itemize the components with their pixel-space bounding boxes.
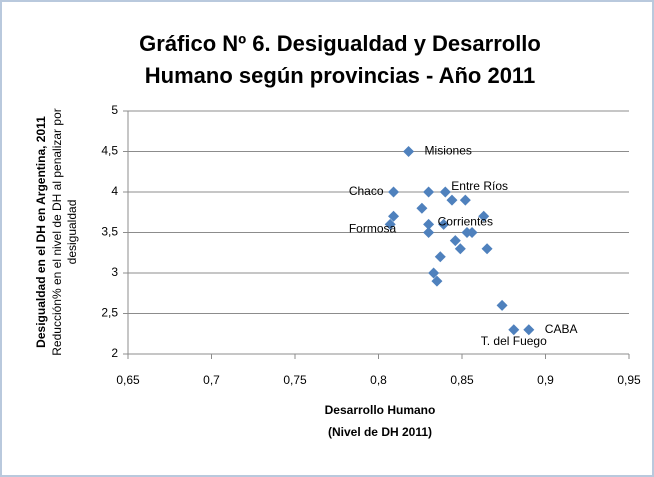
point-label: Entre Ríos bbox=[451, 179, 508, 193]
point-label: CABA bbox=[545, 322, 578, 336]
point bbox=[449, 235, 461, 247]
point bbox=[439, 186, 451, 198]
y-tick-label: 4 bbox=[111, 184, 118, 198]
point-label: Chaco bbox=[349, 184, 384, 198]
point bbox=[523, 324, 535, 336]
point bbox=[423, 227, 435, 238]
x-tick-label: 0,85 bbox=[450, 373, 474, 387]
point bbox=[478, 210, 490, 222]
point bbox=[438, 218, 450, 230]
point-label: T. del Fuego bbox=[481, 334, 547, 348]
x-tick-label: 0,75 bbox=[283, 373, 307, 387]
point bbox=[459, 194, 471, 206]
point bbox=[446, 194, 458, 206]
point bbox=[428, 267, 440, 279]
point bbox=[416, 202, 428, 214]
x-tick-label: 0,8 bbox=[370, 373, 387, 387]
y-axis-title: Reducción% en el nivel de DH al penaliza… bbox=[50, 108, 64, 355]
x-axis-title: (Nivel de DH 2011) bbox=[328, 425, 432, 439]
y-axis-title: desigualdad bbox=[65, 200, 79, 265]
point bbox=[403, 146, 415, 157]
y-tick-label: 5 bbox=[111, 103, 118, 117]
y-tick-label: 4,5 bbox=[101, 144, 118, 158]
point bbox=[431, 275, 443, 287]
y-tick-label: 3 bbox=[111, 265, 118, 279]
point-label: Misiones bbox=[425, 144, 472, 158]
point bbox=[454, 243, 466, 255]
point bbox=[466, 227, 478, 238]
y-axis-title: Desigualdad en el DH en Argentina, 2011 bbox=[34, 116, 48, 348]
point bbox=[388, 186, 400, 198]
point-label: Formosa bbox=[349, 222, 397, 236]
point bbox=[423, 186, 435, 198]
x-tick-label: 0,65 bbox=[116, 373, 140, 387]
point bbox=[481, 243, 493, 255]
y-tick-label: 2 bbox=[111, 346, 118, 360]
x-tick-label: 0,7 bbox=[203, 373, 220, 387]
point bbox=[388, 210, 400, 222]
point-label: Corrientes bbox=[438, 215, 493, 229]
x-axis-title: Desarrollo Humano bbox=[325, 403, 436, 417]
point bbox=[508, 324, 520, 336]
y-tick-label: 2,5 bbox=[101, 306, 118, 320]
y-tick-label: 3,5 bbox=[101, 225, 118, 239]
point bbox=[423, 218, 435, 230]
point bbox=[434, 251, 446, 263]
point bbox=[384, 218, 396, 230]
x-tick-label: 0,95 bbox=[617, 373, 641, 387]
point bbox=[496, 299, 508, 311]
x-tick-label: 0,9 bbox=[537, 373, 554, 387]
chart-title: Gráfico Nº 6. Desigualdad y Desarrollo bbox=[139, 31, 541, 56]
chart-title: Humano según provincias - Año 2011 bbox=[145, 63, 535, 88]
